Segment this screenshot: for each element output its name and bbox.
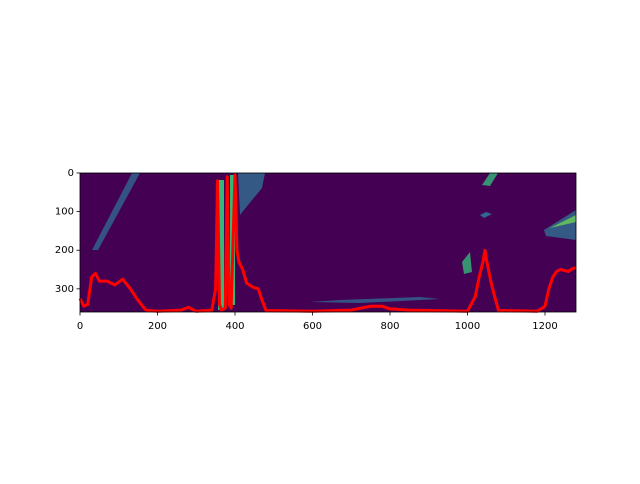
x-tick-label: 400 [225,321,244,332]
y-tick-label: 200 [55,245,74,256]
streak [482,173,498,186]
streak [550,215,576,228]
x-tick-label: 800 [380,321,399,332]
streak [462,252,472,274]
streak [92,173,140,250]
y-tick-label: 300 [55,284,74,295]
y-tick-label: 100 [55,207,74,218]
streak [480,212,492,218]
streak [238,173,265,215]
y-tick-label: 0 [68,168,74,179]
x-tick-label: 200 [148,321,167,332]
plot [78,173,577,313]
x-tick-label: 600 [303,321,322,332]
image-features [92,173,576,310]
image [80,173,576,312]
x-tick-label: 1000 [455,321,480,332]
x-tick-label: 1200 [532,321,557,332]
line [78,173,577,313]
axes-frame [79,172,577,313]
streak [218,180,224,310]
x-tick-label: 0 [77,321,83,332]
streak [310,297,440,303]
